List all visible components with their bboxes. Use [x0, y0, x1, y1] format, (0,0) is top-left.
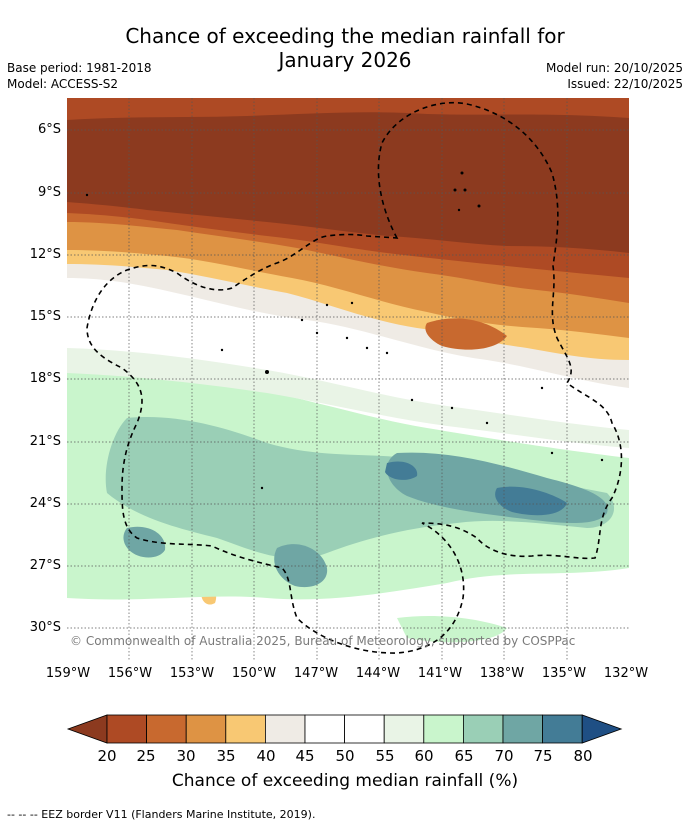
- lat-label-24s: 24°S: [29, 496, 61, 511]
- zone-75-80-central: [385, 461, 418, 480]
- islands: [85, 171, 604, 490]
- lat-label-21s: 21°S: [29, 434, 61, 449]
- lon-label-153w: 153°W: [169, 666, 215, 681]
- colorbar-label-70: 70: [494, 747, 514, 765]
- eez-footnote: -- -- -- EEZ border V11 (Flanders Marine…: [7, 808, 316, 821]
- title-line-2: January 2026: [278, 48, 412, 72]
- colorbar-label-60: 60: [414, 747, 434, 765]
- colorbar-swatch-above-80: [581, 714, 623, 744]
- colorbar-swatch-1: [106, 714, 147, 744]
- colorbar-label-20: 20: [97, 747, 117, 765]
- map-canvas: [67, 98, 629, 661]
- colorbar-swatch-2: [146, 714, 187, 744]
- base-period: Base period: 1981-2018: [7, 61, 152, 75]
- zone-45-55: [67, 298, 629, 428]
- zone-dry-patch-east: [425, 318, 507, 350]
- zone-55-60: [67, 348, 629, 448]
- colorbar-label-50: 50: [335, 747, 355, 765]
- colorbar-label-75: 75: [533, 747, 553, 765]
- lat-label-9s: 9°S: [37, 185, 61, 200]
- colorbar-label-55: 55: [375, 747, 395, 765]
- colorbar-label-65: 65: [454, 747, 474, 765]
- lon-label-159w: 159°W: [45, 666, 91, 681]
- zone-65-70: [105, 417, 615, 559]
- colorbar-swatch-11: [502, 714, 543, 744]
- rainfall-map[interactable]: [67, 98, 629, 661]
- lon-label-144w: 144°W: [355, 666, 401, 681]
- colorbar-label-45: 45: [295, 747, 315, 765]
- zone-below-20: [67, 112, 629, 254]
- lat-label-15s: 15°S: [29, 309, 61, 324]
- model-name: Model: ACCESS-S2: [7, 77, 119, 91]
- lat-label-27s: 27°S: [29, 558, 61, 573]
- colorbar-swatch-9: [423, 714, 464, 744]
- lon-label-135w: 135°W: [541, 666, 587, 681]
- lon-label-156w: 156°W: [107, 666, 153, 681]
- colorbar-label-40: 40: [256, 747, 276, 765]
- colorbar-label-25: 25: [136, 747, 156, 765]
- copyright-notice: © Commonwealth of Australia 2025, Bureau…: [70, 634, 576, 648]
- lat-label-12s: 12°S: [29, 247, 61, 262]
- lon-label-138w: 138°W: [479, 666, 525, 681]
- graticule: [67, 98, 629, 661]
- colorbar-swatch-6: [304, 714, 345, 744]
- colorbar-label-80: 80: [573, 747, 593, 765]
- zone-75-80: [495, 486, 567, 516]
- map-title: Chance of exceeding the median rainfall …: [0, 24, 690, 72]
- zone-70-75-west: [123, 526, 166, 558]
- eez-border: [86, 101, 623, 654]
- lon-label-132w: 132°W: [603, 666, 649, 681]
- colorbar-swatch-4: [225, 714, 266, 744]
- title-line-1: Chance of exceeding the median rainfall …: [125, 24, 565, 48]
- colorbar-swatch-5: [264, 714, 306, 744]
- meta-right: Model run: 20/10/2025 Issued: 22/10/2025: [546, 60, 683, 92]
- colorbar-title: Chance of exceeding median rainfall (%): [171, 771, 519, 791]
- lon-label-150w: 150°W: [231, 666, 277, 681]
- lat-label-18s: 18°S: [29, 371, 61, 386]
- colorbar-label-35: 35: [216, 747, 236, 765]
- colorbar-label-30: 30: [176, 747, 196, 765]
- colorbar-swatch-7: [344, 714, 385, 744]
- colorbar: [66, 714, 623, 744]
- model-run: Model run: 20/10/2025: [545, 61, 683, 75]
- lon-label-141w: 141°W: [417, 666, 463, 681]
- colorbar-swatch-12: [542, 714, 583, 744]
- lat-label-6s: 6°S: [37, 122, 61, 137]
- lon-label-147w: 147°W: [293, 666, 339, 681]
- colorbar-swatch-8: [383, 714, 425, 744]
- colorbar-swatch-below-20: [66, 714, 108, 744]
- issued-date: Issued: 22/10/2025: [567, 77, 683, 91]
- lat-label-30s: 30°S: [29, 620, 61, 635]
- colorbar-swatch-3: [185, 714, 227, 744]
- zone-60-65-south: [397, 616, 507, 643]
- colorbar-swatch-10: [462, 714, 504, 744]
- meta-left: Base period: 1981-2018 Model: ACCESS-S2: [7, 60, 152, 92]
